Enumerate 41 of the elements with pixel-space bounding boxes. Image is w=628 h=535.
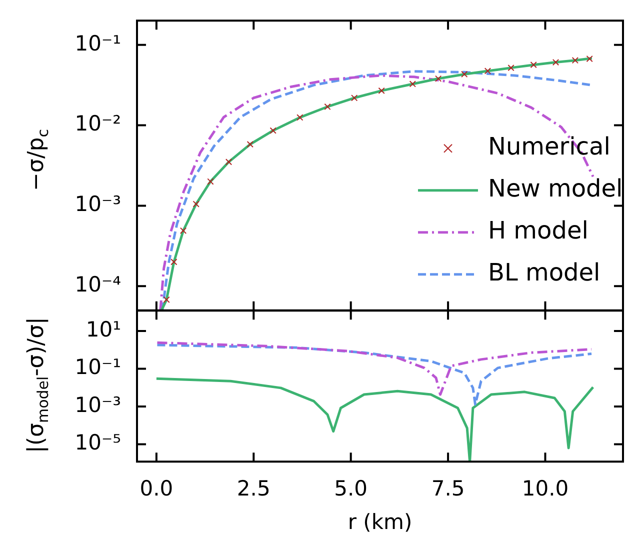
- point: [409, 80, 416, 88]
- point: [461, 70, 468, 78]
- point: [586, 55, 593, 62]
- y-tick-label: 10⁻⁵: [74, 430, 121, 455]
- x-tick-label: 5.0: [334, 476, 368, 501]
- point: [192, 200, 200, 208]
- x-tick-label: 7.5: [431, 476, 465, 501]
- y-tick-label: 10⁻³: [74, 192, 121, 216]
- point: [484, 68, 492, 74]
- x-tick-label: 2.5: [236, 476, 270, 501]
- y-tick-label: 10⁻³: [74, 392, 121, 417]
- point: [351, 94, 358, 102]
- point: [170, 258, 178, 266]
- line-series: [156, 341, 593, 396]
- legend-label: Numerical: [488, 132, 610, 161]
- x-tick-label: 10.0: [522, 476, 569, 501]
- point: [246, 140, 254, 148]
- line-series: [156, 344, 593, 406]
- legend-label: BL model: [488, 258, 600, 287]
- x-axis-title: r (km): [348, 510, 412, 534]
- y-tick-label: 10⁻¹: [74, 31, 121, 56]
- legend-label: New model: [488, 174, 623, 203]
- point: [572, 57, 579, 64]
- y-tick-label: 10⁻¹: [74, 355, 121, 380]
- point: [225, 158, 232, 166]
- legend-label: H model: [488, 216, 588, 245]
- point: [434, 75, 442, 82]
- y-tick-label: 10¹: [86, 317, 121, 342]
- point: [163, 296, 170, 303]
- point: [552, 58, 560, 66]
- y-tick-label: 10⁻²: [74, 112, 121, 136]
- point: [378, 87, 385, 94]
- point: [270, 127, 276, 134]
- point: [207, 178, 214, 185]
- point: [508, 64, 514, 72]
- point: [530, 62, 537, 68]
- x-tick-label: 0.0: [140, 476, 174, 501]
- point: [180, 227, 187, 234]
- y-tick-label: 10⁻⁴: [74, 272, 121, 297]
- point: [296, 114, 304, 121]
- point: [324, 103, 331, 110]
